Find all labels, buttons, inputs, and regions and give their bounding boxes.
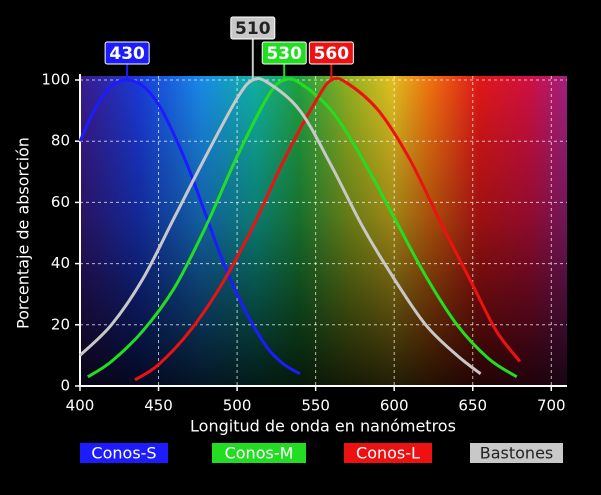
legend-label: Conos-L <box>356 444 420 463</box>
annotation-label: 560 <box>314 44 350 64</box>
curve <box>78 78 301 376</box>
legend-swatch <box>470 443 563 463</box>
annotation-box <box>261 41 307 65</box>
annotation-box <box>230 16 276 40</box>
x-tick-label: 450 <box>144 397 173 415</box>
curve <box>87 77 518 379</box>
legend-label: Bastones <box>480 444 554 463</box>
x-tick-label: 500 <box>223 397 252 415</box>
x-tick-label: 650 <box>458 397 487 415</box>
curve <box>134 76 522 382</box>
annotation-label: 530 <box>266 44 302 64</box>
annotation-label: 430 <box>109 44 145 64</box>
y-tick-label: 40 <box>51 254 70 272</box>
legend-label: Conos-S <box>91 444 156 463</box>
y-tick-label: 100 <box>41 71 70 89</box>
legend-swatch <box>80 443 168 463</box>
y-tick-label: 0 <box>60 377 70 395</box>
x-tick-label: 400 <box>66 397 95 415</box>
x-tick-label: 600 <box>380 397 409 415</box>
x-tick-label: 550 <box>301 397 330 415</box>
curve <box>78 77 482 375</box>
annotation-label: 510 <box>235 19 271 39</box>
y-tick-label: 20 <box>51 315 70 333</box>
legend-label: Conos-M <box>225 444 294 463</box>
spectrum-shade <box>80 76 567 386</box>
y-tick-label: 80 <box>51 132 70 150</box>
legend-swatch <box>212 443 306 463</box>
y-axis-title: Porcentaje de absorción <box>14 137 33 329</box>
annotation-box <box>104 41 150 65</box>
legend-swatch <box>344 443 432 463</box>
y-tick-label: 60 <box>51 193 70 211</box>
x-tick-label: 700 <box>537 397 566 415</box>
x-axis-title: Longitud de onda en nanómetros <box>190 417 456 436</box>
annotation-box <box>308 41 354 65</box>
